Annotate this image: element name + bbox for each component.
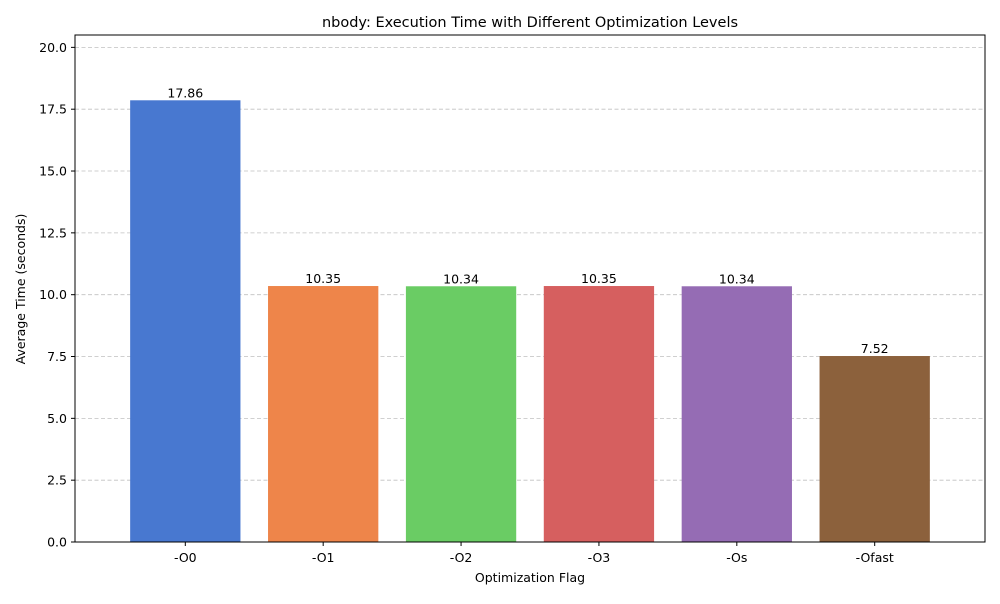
bar-ofast (819, 356, 930, 542)
x-tick-label: -O3 (588, 550, 611, 565)
x-tick-label: -O0 (174, 550, 197, 565)
x-tick-label: -Os (726, 550, 747, 565)
y-tick-label: 5.0 (47, 411, 67, 426)
data-labels: 17.86 10.35 10.34 10.35 10.34 7.52 (167, 85, 888, 356)
y-axis-ticks: 0.0 2.5 5.0 7.5 10.0 12.5 15.0 17.5 20.0 (39, 40, 75, 550)
x-tick-label: -O2 (450, 550, 473, 565)
x-axis-label: Optimization Flag (475, 570, 585, 585)
y-tick-label: 0.0 (47, 535, 67, 550)
y-tick-label: 2.5 (47, 473, 67, 488)
data-label: 10.34 (443, 271, 479, 286)
data-label: 7.52 (861, 341, 889, 356)
data-label: 17.86 (167, 85, 203, 100)
bars (130, 100, 930, 542)
bar-o1 (268, 286, 379, 542)
y-tick-label: 12.5 (39, 225, 67, 240)
chart-title: nbody: Execution Time with Different Opt… (322, 15, 738, 31)
plot-frame (74, 34, 986, 543)
data-label: 10.34 (719, 271, 755, 286)
y-tick-label: 17.5 (39, 102, 67, 117)
data-label: 10.35 (581, 271, 617, 286)
bar-o3 (543, 286, 655, 542)
bar-o0 (130, 100, 241, 542)
y-tick-label: 20.0 (39, 40, 67, 55)
x-tick-label: -Ofast (856, 550, 894, 565)
bar-os (681, 286, 792, 542)
y-tick-label: 15.0 (39, 164, 67, 179)
y-tick-label: 10.0 (39, 287, 67, 302)
y-axis-label: Average Time (seconds) (13, 214, 28, 365)
y-tick-label: 7.5 (47, 349, 67, 364)
data-label: 10.35 (305, 271, 341, 286)
bar-o2 (405, 286, 517, 542)
x-axis-ticks: -O0 -O1 -O2 -O3 -Os -Ofast (174, 542, 894, 565)
x-tick-label: -O1 (312, 550, 335, 565)
